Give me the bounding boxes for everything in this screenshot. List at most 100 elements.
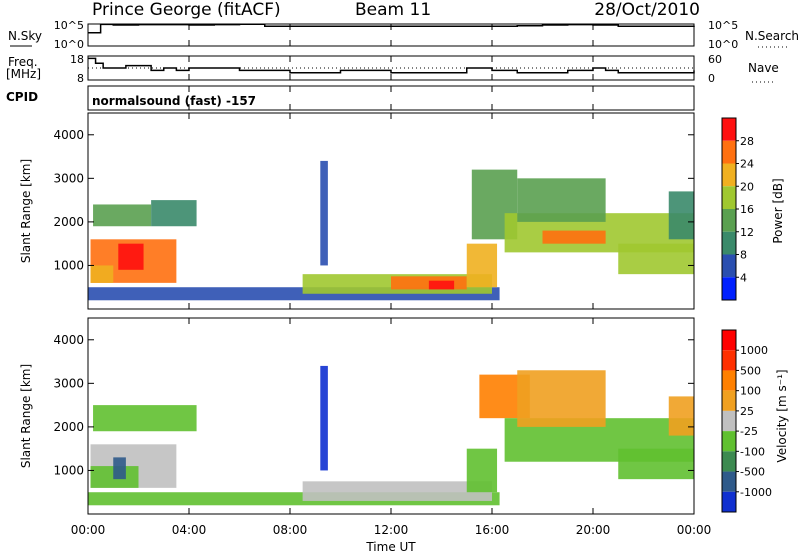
colorbar-tick-label: 16 [740, 203, 754, 216]
colorbar-swatch [722, 209, 736, 232]
x-axis-ticks: 00:00 04:00 08:00 12:00 16:00 20:00 00:00 [71, 24, 712, 537]
y-tick-label: 4000 [53, 128, 84, 142]
heatmap-region-11 [618, 448, 694, 480]
velocity-y-ticks: 1000 2000 3000 4000 [53, 333, 694, 477]
nave-tick-top: 60 [708, 53, 722, 66]
freq-series-line [88, 57, 695, 74]
colorbar-swatch [722, 254, 736, 278]
freq-tick-bottom: 8 [77, 72, 84, 85]
nsky-tick-bottom: 10^0 [54, 38, 84, 51]
colorbar-tick-label: 25 [740, 405, 754, 418]
nave-tick-bottom: 0 [708, 72, 715, 85]
x-tick-label: 08:00 [273, 523, 308, 537]
cpid-text: normalsound (fast) -157 [92, 94, 256, 108]
colorbar-tick-label: 4 [740, 271, 747, 284]
velocity-heatmap [88, 365, 694, 506]
heatmap-region-10 [466, 243, 498, 288]
velocity-colorbar-label: Velocity [m s⁻¹] [775, 369, 789, 462]
cpid-panel: CPID normalsound (fast) -157 [6, 85, 695, 111]
x-axis-label: Time UT [365, 540, 416, 554]
y-tick-label: 4000 [53, 333, 84, 347]
colorbar-swatch [722, 140, 736, 164]
x-tick-label: 04:00 [172, 523, 207, 537]
heatmap-region-9 [320, 160, 328, 266]
heatmap-region-14 [542, 230, 606, 244]
nsky-panel: N.Sky 10^5 10^0 10^5 10^0 N.Search [8, 19, 799, 51]
colorbar-swatch [722, 471, 736, 492]
freq-panel: Freq. [MHz] 18 8 60 0 Nave [6, 53, 779, 85]
x-tick-label: 00:00 [677, 523, 712, 537]
power-y-ticks: 1000 2000 3000 4000 [53, 128, 694, 272]
heatmap-region-13 [517, 178, 606, 222]
colorbar-swatch [722, 231, 736, 255]
nave-label: Nave [748, 61, 779, 75]
colorbar-tick-label: 100 [740, 385, 761, 398]
colorbar-swatch [722, 370, 736, 391]
x-tick-label: 00:00 [71, 523, 106, 537]
colorbar-tick-label: 24 [740, 158, 754, 171]
colorbar-swatch [722, 163, 736, 187]
velocity-panel: 1000 2000 3000 4000 Slant Range [km] 1000 50… [19, 317, 789, 515]
nsky-tick-top: 10^5 [54, 19, 84, 32]
colorbar-swatch [722, 186, 736, 209]
colorbar-tick-label: 1000 [740, 344, 768, 357]
heatmap-region-12 [668, 396, 694, 436]
colorbar-swatch [722, 410, 736, 432]
heatmap-region-7 [466, 448, 498, 493]
x-tick-label: 12:00 [374, 523, 409, 537]
y-tick-label: 3000 [53, 171, 84, 185]
power-panel: 1000 2000 3000 4000 Slant Range [km] 28 24 20… [19, 112, 785, 310]
colorbar-swatch [722, 118, 736, 141]
y-tick-label: 2000 [53, 215, 84, 229]
colorbar-tick-label: 20 [740, 180, 754, 193]
cpid-label: CPID [6, 90, 38, 104]
power-colorbar: 28 24 20 16 12 8 4 [721, 117, 754, 301]
power-heatmap [88, 160, 694, 301]
colorbar-swatch [722, 451, 736, 472]
colorbar-swatch [722, 491, 736, 512]
y-tick-label: 1000 [53, 463, 84, 477]
date-title: 28/Oct/2010 [594, 0, 700, 20]
colorbar-tick-label: 12 [740, 226, 754, 239]
colorbar-tick-label: 28 [740, 135, 754, 148]
colorbar-swatch [722, 277, 736, 300]
heatmap-region-5 [302, 481, 492, 501]
freq-tick-top: 18 [70, 53, 84, 66]
velocity-ylabel: Slant Range [km] [19, 364, 33, 468]
heatmap-region-8 [428, 280, 455, 290]
colorbar-tick-label: -100 [740, 445, 765, 458]
heatmap-region-10 [517, 370, 606, 427]
heatmap-region-15 [618, 243, 694, 275]
heatmap-region-16 [668, 191, 694, 240]
colorbar-frame [721, 329, 737, 513]
y-tick-label: 1000 [53, 258, 84, 272]
heatmap-region-1 [118, 243, 144, 270]
nsky-label: N.Sky [8, 29, 42, 43]
beam-title: Beam 11 [355, 0, 431, 20]
power-colorbar-label: Power [dB] [771, 178, 785, 243]
y-tick-label: 3000 [53, 376, 84, 390]
station-title: Prince George (fitACF) [92, 0, 281, 20]
colorbar-tick-label: -25 [740, 425, 758, 438]
x-tick-label: 16:00 [475, 523, 510, 537]
heatmap-region-6 [320, 365, 328, 471]
colorbar-tick-label: -1000 [740, 486, 772, 499]
velocity-colorbar: 1000 500 100 25 -25 -100 -500 -1000 [721, 329, 772, 513]
power-ylabel: Slant Range [km] [19, 159, 33, 263]
heatmap-region-3 [93, 405, 197, 432]
colorbar-swatch [722, 431, 736, 452]
heatmap-region-2 [90, 265, 114, 283]
heatmap-region-3 [93, 204, 152, 227]
colorbar-swatch [722, 350, 736, 371]
nsearch-tick-top: 10^5 [708, 19, 738, 32]
nsearch-tick-bottom: 10^0 [708, 38, 738, 51]
freq-label-1: Freq. [8, 55, 38, 69]
colorbar-swatch [722, 330, 736, 351]
colorbar-tick-label: 8 [740, 249, 747, 262]
freq-label-2: [MHz] [6, 67, 41, 81]
heatmap-region-4 [151, 200, 197, 227]
colorbar-tick-label: -500 [740, 466, 765, 479]
colorbar-swatch [722, 390, 736, 411]
x-tick-label: 20:00 [576, 523, 611, 537]
